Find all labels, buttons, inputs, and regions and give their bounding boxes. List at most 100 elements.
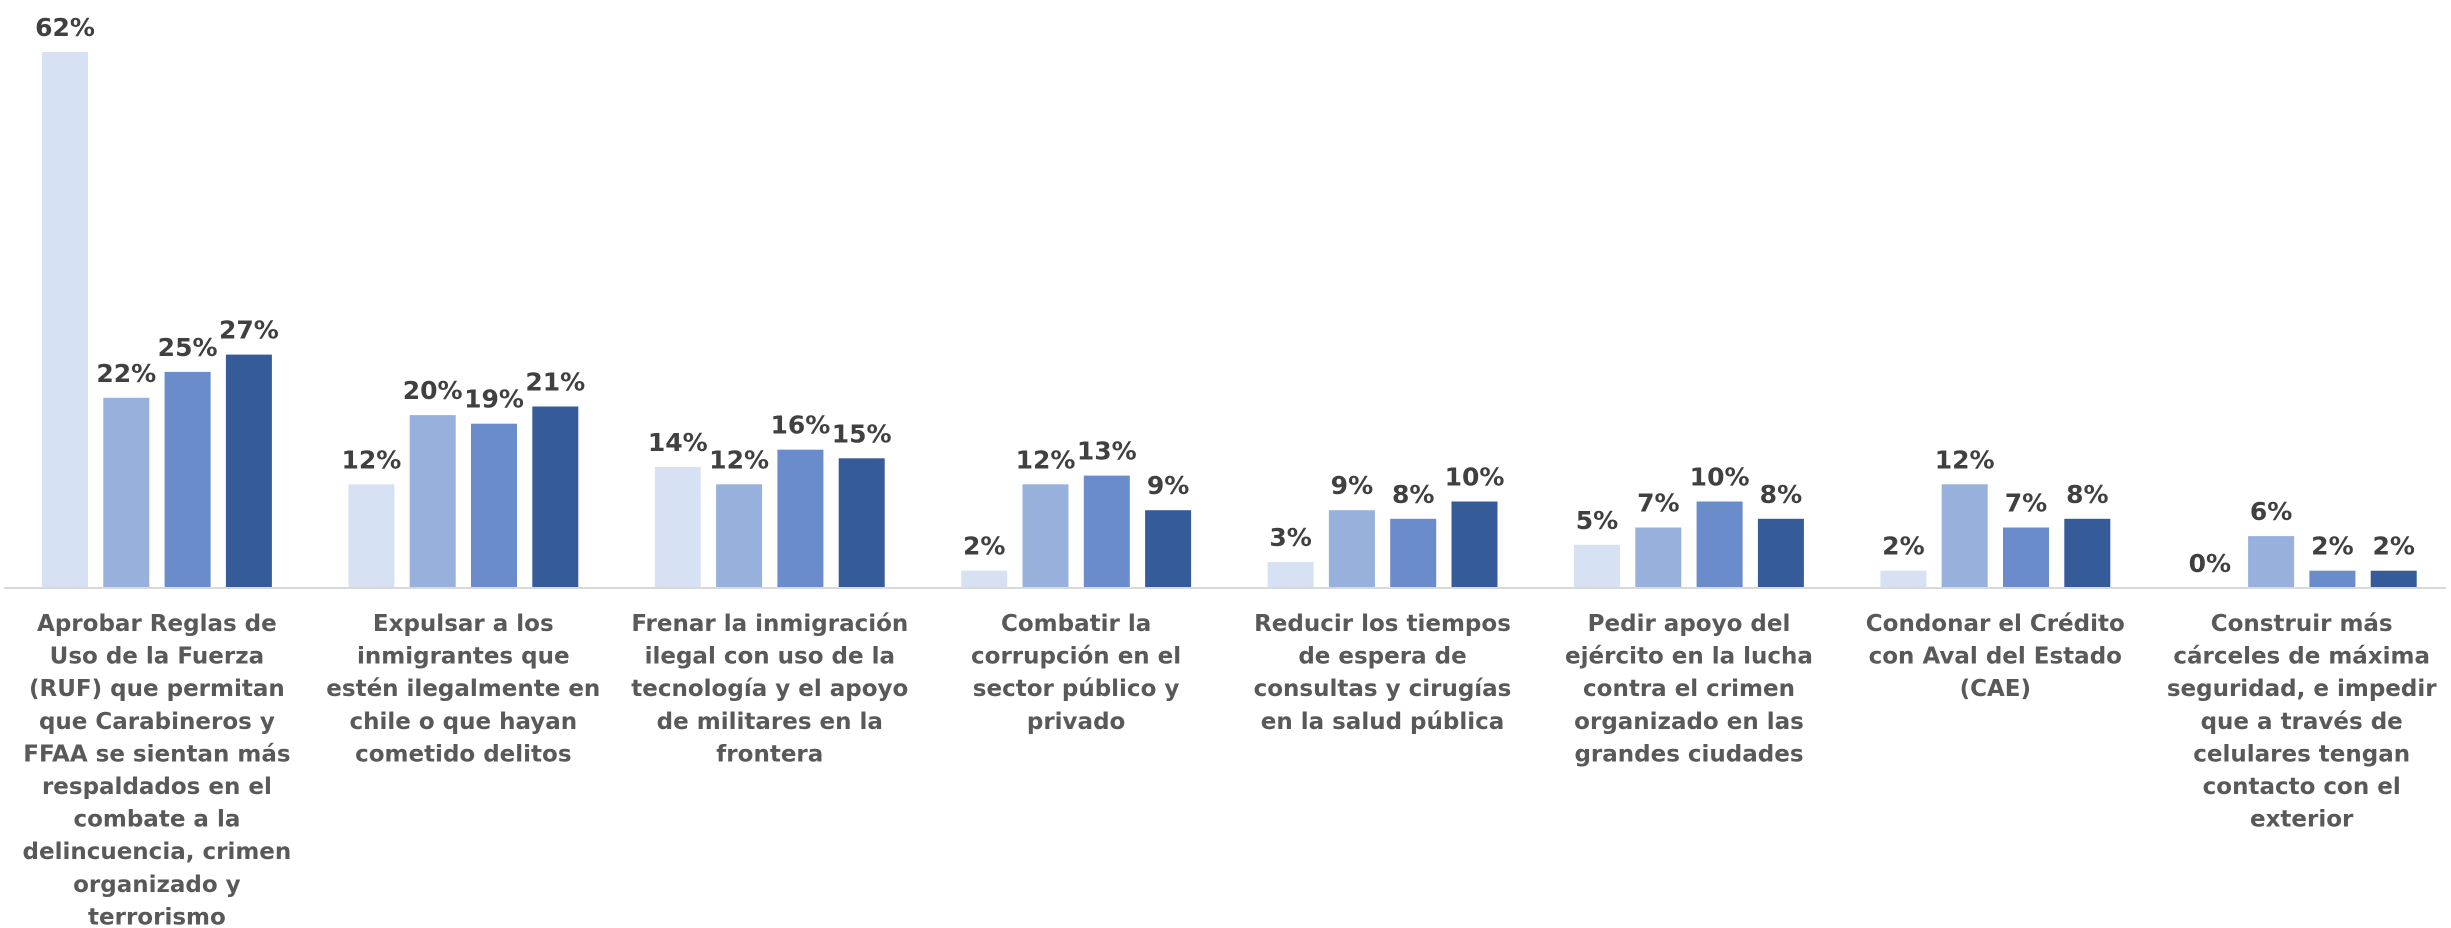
bar-cat7-s1 xyxy=(2248,536,2295,588)
value-label-cat6-s0: 2% xyxy=(1882,532,1924,561)
category-label-7-line-6: exterior xyxy=(2250,807,2354,833)
category-label-0-line-2: (RUF) que permitan xyxy=(29,676,285,702)
category-label-1-line-0: Expulsar a los xyxy=(373,611,554,637)
category-labels-layer: Aprobar Reglas de Uso de la Fuerza (RUF) q… xyxy=(23,611,2438,928)
category-label-3-line-3: privado xyxy=(1027,709,1125,735)
value-label-cat2-s2: 16% xyxy=(770,411,830,440)
value-label-cat3-s0: 2% xyxy=(963,532,1005,561)
category-label-0-line-4: FFAA se sientan más xyxy=(23,741,290,767)
bar-cat1-s1 xyxy=(409,415,456,588)
category-label-5: Pedir apoyo del ejército en la lucha contr… xyxy=(1565,611,1813,767)
category-label-6-line-1: con Aval del Estado xyxy=(1869,644,2122,670)
category-label-1: Expulsar a los inmigrantes que estén ilega… xyxy=(326,611,600,767)
value-label-cat5-s0: 5% xyxy=(1576,506,1618,535)
value-label-cat7-s0: 0% xyxy=(2189,549,2231,578)
category-label-7: Construir más cárceles de máxima seguridad… xyxy=(2167,611,2437,833)
category-label-2: Frenar la inmigración ilegal con uso de l… xyxy=(631,611,908,767)
value-label-cat6-s1: 12% xyxy=(1935,445,1995,474)
category-label-1-line-4: cometido delitos xyxy=(355,741,571,767)
category-label-3-line-1: corrupción en el xyxy=(971,644,1181,670)
value-label-cat3-s2: 13% xyxy=(1077,437,1137,466)
bar-cat4-s3 xyxy=(1451,501,1498,588)
category-label-0: Aprobar Reglas de Uso de la Fuerza (RUF) q… xyxy=(23,611,292,928)
category-label-0-line-3: que Carabineros y xyxy=(39,709,275,735)
category-label-0-line-7: delincuencia, crimen xyxy=(23,839,292,865)
value-label-cat6-s2: 7% xyxy=(2005,489,2047,518)
bar-cat6-s2 xyxy=(2003,527,2049,588)
bar-cat2-s3 xyxy=(838,458,885,588)
value-label-cat4-s3: 10% xyxy=(1445,463,1505,492)
value-label-cat2-s3: 15% xyxy=(832,419,892,448)
category-label-4-line-3: en la salud pública xyxy=(1261,709,1505,735)
category-label-7-line-4: celulares tengan xyxy=(2193,741,2410,767)
bar-cat4-s0 xyxy=(1267,562,1314,588)
category-label-2-line-1: ilegal con uso de la xyxy=(645,644,895,670)
bar-cat4-s1 xyxy=(1328,510,1375,588)
value-labels-layer: 62%22%25%27%12%20% 19%21%14%12%16% 15%2%12… xyxy=(35,13,2415,578)
value-label-cat0-s0: 62% xyxy=(35,13,95,42)
category-label-7-line-5: contacto con el xyxy=(2203,774,2401,800)
bar-cat7-s2 xyxy=(2309,570,2356,588)
bar-cat0-s3 xyxy=(225,354,272,588)
value-label-cat7-s2: 2% xyxy=(2311,532,2353,561)
value-label-cat3-s1: 12% xyxy=(1016,445,1076,474)
category-label-2-line-2: tecnología y el apoyo xyxy=(631,676,908,702)
bar-cat3-s1 xyxy=(1022,484,1069,588)
bar-cat0-s0 xyxy=(42,52,88,588)
bar-cat2-s0 xyxy=(654,467,701,588)
bar-cat6-s3 xyxy=(2064,518,2111,588)
bar-cat6-s0 xyxy=(1880,570,1927,588)
category-label-7-line-3: que a través de xyxy=(2201,709,2403,735)
value-label-cat4-s2: 8% xyxy=(1392,480,1434,509)
value-label-cat0-s1: 22% xyxy=(96,359,156,388)
category-label-0-line-8: organizado y xyxy=(73,872,241,898)
value-label-cat5-s1: 7% xyxy=(1637,489,1679,518)
category-label-0-line-0: Aprobar Reglas de xyxy=(37,611,277,637)
category-label-7-line-1: cárceles de máxima xyxy=(2173,644,2430,670)
category-label-1-line-1: inmigrantes que xyxy=(357,644,570,670)
value-label-cat7-s3: 2% xyxy=(2372,532,2414,561)
category-label-0-line-1: Uso de la Fuerza xyxy=(50,644,264,670)
category-label-2-line-4: frontera xyxy=(716,741,823,767)
value-label-cat2-s1: 12% xyxy=(709,445,769,474)
value-label-cat6-s3: 8% xyxy=(2066,480,2108,509)
bar-cat2-s1 xyxy=(716,484,763,588)
bar-cat7-s3 xyxy=(2370,570,2417,588)
bar-cat0-s1 xyxy=(103,397,150,588)
category-label-4: Reducir los tiempos de espera de consultas… xyxy=(1254,611,1512,735)
category-label-0-line-6: combate a la xyxy=(73,807,240,833)
value-label-cat5-s2: 10% xyxy=(1690,463,1750,492)
bar-cat1-s2 xyxy=(471,423,517,588)
category-label-5-line-1: ejército en la lucha xyxy=(1565,644,1813,670)
bars-layer xyxy=(42,52,2417,588)
value-label-cat4-s1: 9% xyxy=(1331,471,1373,500)
bar-cat2-s2 xyxy=(777,449,824,588)
bar-cat6-s1 xyxy=(1941,484,1988,588)
bar-cat3-s3 xyxy=(1145,510,1192,588)
value-label-cat1-s2: 19% xyxy=(464,385,524,414)
value-label-cat1-s0: 12% xyxy=(341,445,401,474)
value-label-cat0-s2: 25% xyxy=(158,333,218,362)
bar-cat5-s2 xyxy=(1696,501,1743,588)
bar-cat0-s2 xyxy=(164,371,211,588)
category-label-5-line-3: organizado en las xyxy=(1574,709,1804,735)
category-label-5-line-4: grandes ciudades xyxy=(1574,741,1803,767)
category-label-6: Condonar el Crédito con Aval del Estado (C… xyxy=(1866,611,2125,702)
bar-cat4-s2 xyxy=(1390,518,1437,588)
bar-cat3-s0 xyxy=(961,570,1008,588)
category-label-4-line-1: de espera de xyxy=(1298,644,1466,670)
category-label-1-line-3: chile o que hayan xyxy=(349,709,577,735)
category-label-3-line-0: Combatir la xyxy=(1001,611,1151,637)
category-label-0-line-9: terrorismo xyxy=(88,904,226,928)
value-label-cat7-s1: 6% xyxy=(2250,497,2292,526)
category-label-4-line-0: Reducir los tiempos xyxy=(1254,611,1511,637)
bar-cat5-s0 xyxy=(1574,544,1620,588)
value-label-cat1-s3: 21% xyxy=(525,368,585,397)
value-label-cat4-s0: 3% xyxy=(1269,523,1311,552)
value-label-cat3-s3: 9% xyxy=(1147,471,1189,500)
category-label-2-line-3: de militares en la xyxy=(657,709,883,735)
category-label-7-line-2: seguridad, e impedir xyxy=(2167,676,2437,702)
category-label-5-line-0: Pedir apoyo del xyxy=(1588,611,1791,637)
category-label-4-line-2: consultas y cirugías xyxy=(1254,676,1512,702)
category-label-7-line-0: Construir más xyxy=(2211,611,2393,637)
